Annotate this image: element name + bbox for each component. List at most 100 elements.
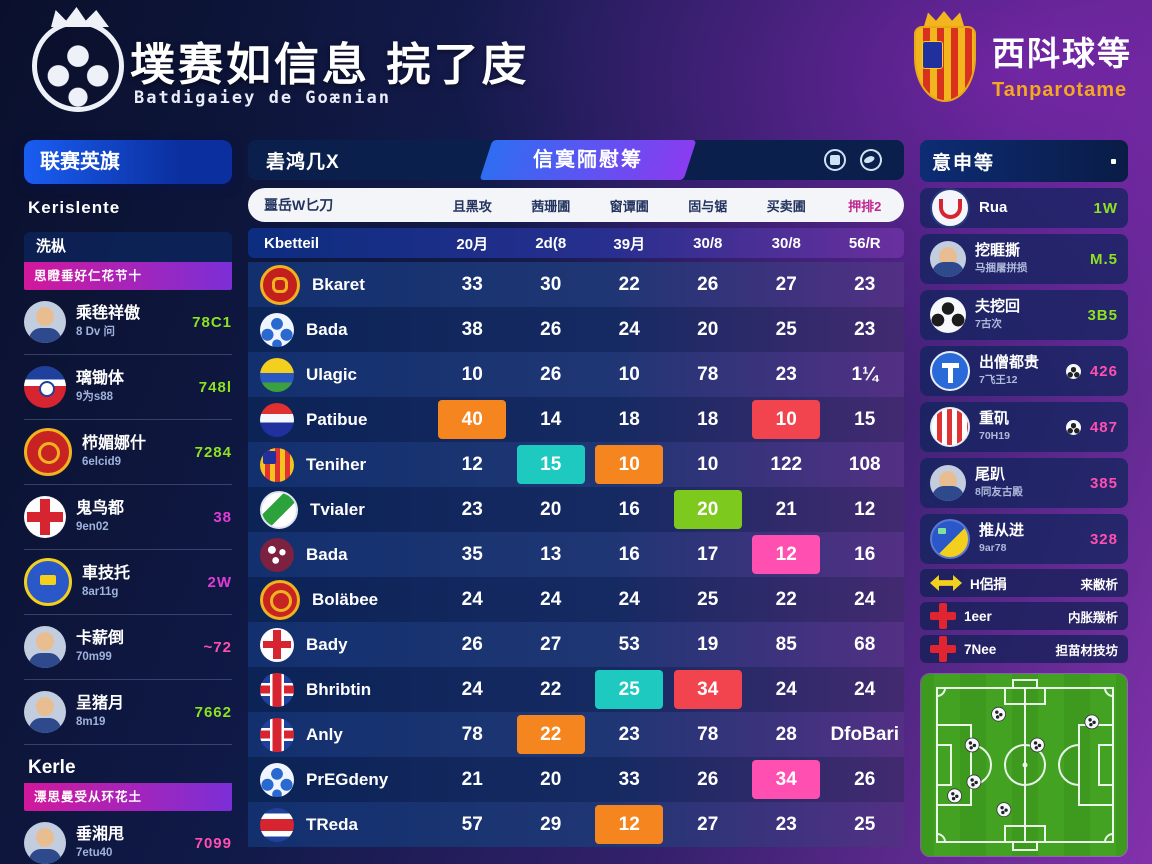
stat-cell: 19 xyxy=(697,633,719,655)
tab-stats[interactable]: 信寞陑慰筹 xyxy=(533,149,643,171)
stat-cell: 21 xyxy=(775,498,797,520)
ranking-row[interactable]: 尾趴 8同友古殿 385 xyxy=(920,458,1128,508)
table-row[interactable]: Ulagic 10 26 10 78 23 1¼ xyxy=(248,352,904,397)
left-sidebar-header[interactable]: 联赛英旗 xyxy=(24,140,232,184)
player-sub: 9为s88 xyxy=(76,391,114,404)
section-banner[interactable]: 漂思曼受从环花土 xyxy=(24,783,232,811)
team-name: Bady xyxy=(306,634,348,654)
player-row[interactable]: 卡薪倒 70m99 ~72 xyxy=(24,615,232,680)
column-header[interactable]: 且黑攻 xyxy=(452,198,492,214)
player-row[interactable]: 垂湘甩 7etu40 7099 xyxy=(24,811,232,864)
stat-cell: 1¼ xyxy=(851,363,878,385)
stat-cell: 38 xyxy=(461,318,483,340)
stat-cell: 20 xyxy=(669,490,748,529)
column-header[interactable]: 茜珊圃 xyxy=(531,198,571,214)
ranking-info: 尾趴 8同友古殿 xyxy=(975,467,1023,498)
crest-stripes-icon xyxy=(260,447,294,482)
subheader-value: 2d(8 xyxy=(535,234,567,252)
stat-cell: 23 xyxy=(775,363,797,385)
stat-cell: 17 xyxy=(697,543,719,565)
table-row[interactable]: Anly 78 22 23 78 28 DfoBari xyxy=(248,712,904,757)
subheader-value: 30/8 xyxy=(771,234,801,252)
ranking-row[interactable]: 重矶 70H19 487 xyxy=(920,402,1128,452)
player-name: 呈猪月 xyxy=(76,694,125,712)
highlight-cell: 12 xyxy=(752,535,821,574)
player-name: 卡薪倒 xyxy=(76,629,125,647)
right-sidebar-title: 意申等 xyxy=(932,152,996,174)
stat-cell: 24 xyxy=(618,318,640,340)
team-cell: Anly xyxy=(248,717,433,752)
table-row[interactable]: Bkaret 33 30 22 26 27 23 xyxy=(248,262,904,307)
ranking-info: 夫挖回 7古次 xyxy=(975,299,1020,330)
avatar-icon xyxy=(24,822,66,864)
stat-cell: 27 xyxy=(540,633,562,655)
stat-cell: 26 xyxy=(697,273,719,295)
table-row[interactable]: Bhribtin 24 22 25 34 24 24 xyxy=(248,667,904,712)
ranking-list: Rua 1W 挖睚撕 马捆屠拼损 M.5 夫挖回 7古次 3B5 出僧都贵 7飞王12 426 重矶 7… xyxy=(920,188,1128,564)
player-row[interactable]: 乘毪祥傲 8 Dv 问 78C1 xyxy=(24,290,232,355)
team-name: Boläbee xyxy=(312,589,379,609)
ball-green-icon xyxy=(260,490,298,529)
ranking-row[interactable]: 推从进 9ar78 328 xyxy=(920,514,1128,564)
ranking-sub: 9ar78 xyxy=(979,541,1007,554)
ball-icon[interactable] xyxy=(856,145,886,175)
stat-cell: 53 xyxy=(618,633,640,655)
link-row[interactable]: 1eer 内胀羰析 xyxy=(920,602,1128,630)
camera-icon[interactable] xyxy=(824,149,846,171)
double-arrow-icon xyxy=(930,575,962,591)
table-row[interactable]: Bada 38 26 24 20 25 23 xyxy=(248,307,904,352)
player-info: 呈猪月 8m19 xyxy=(76,695,124,730)
ranking-row[interactable]: 夫挖回 7古次 3B5 xyxy=(920,290,1128,340)
subheader-value: 20月 xyxy=(456,235,489,253)
table-row[interactable]: Patibue 40 14 18 18 10 15 xyxy=(248,397,904,442)
pitch-panel xyxy=(920,673,1128,857)
player-marker-icon xyxy=(947,788,962,804)
table-row[interactable]: TReda 57 29 12 27 23 25 xyxy=(248,802,904,847)
table-row[interactable]: Teniher 12 15 10 10 122 108 xyxy=(248,442,904,487)
tab-overview[interactable]: 砉鸿几X xyxy=(266,151,340,173)
stat-cell: 10 xyxy=(697,453,719,475)
stat-cell: 22 xyxy=(775,588,797,610)
column-header[interactable]: 买卖圃 xyxy=(766,198,806,214)
stat-cell: 24 xyxy=(618,588,640,610)
link-row[interactable]: 7Nee 担苗材技坊 xyxy=(920,635,1128,663)
link-list: H侶捐 来敝析 1eer 内胀羰析 7Nee 担苗材技坊 xyxy=(920,569,1128,663)
menu-dot-icon[interactable] xyxy=(1111,158,1116,164)
subheader-value: 56/R xyxy=(848,234,881,252)
column-header-active[interactable]: 押排2 xyxy=(848,198,882,214)
player-row[interactable]: 璃锄体 9为s88 748l xyxy=(24,355,232,420)
section-banner[interactable]: 思瞪垂好仁花节十 xyxy=(24,262,232,290)
column-header[interactable]: 窗谭圃 xyxy=(609,198,649,214)
stat-cell: 25 xyxy=(775,318,797,340)
table-row[interactable]: Boläbee 24 24 24 25 22 24 xyxy=(248,577,904,622)
link-label: 7Nee xyxy=(964,641,997,657)
stat-cell: 21 xyxy=(461,768,483,790)
team-cell: Ulagic xyxy=(248,357,433,392)
highlight-cell: 15 xyxy=(516,445,585,484)
round-yb-icon xyxy=(260,357,294,392)
player-row[interactable]: 呈猪月 8m19 7662 xyxy=(24,680,232,745)
ranking-row[interactable]: 挖睚撕 马捆屠拼损 M.5 xyxy=(920,234,1128,284)
ranking-sub: 马捆屠拼损 xyxy=(975,261,1028,274)
player-row[interactable]: 車技托 8ar11g 2W xyxy=(24,550,232,615)
table-row[interactable]: PrEGdeny 21 20 33 26 34 26 xyxy=(248,757,904,802)
table-row[interactable]: Tvialer 23 20 16 20 21 12 xyxy=(248,487,904,532)
ranking-info: 重矶 70H19 xyxy=(979,411,1010,442)
ranking-row[interactable]: 出僧都贵 7飞王12 426 xyxy=(920,346,1128,396)
table-row[interactable]: Bady 26 27 53 19 85 68 xyxy=(248,622,904,667)
ball-uj-icon xyxy=(260,717,294,752)
column-header[interactable]: 固与锯 xyxy=(688,198,728,214)
tab-icon-group xyxy=(824,140,886,180)
crest-u-icon xyxy=(930,188,970,228)
player-row[interactable]: 鬼鸟都 9en02 38 xyxy=(24,485,232,550)
player-row[interactable]: 栉媚娜什 6elcid9 7284 xyxy=(24,420,232,485)
right-sidebar-header[interactable]: 意申等 xyxy=(920,140,1128,182)
mini-ball-icon xyxy=(1065,419,1081,435)
link-row[interactable]: H侶捐 来敝析 xyxy=(920,569,1128,597)
player-marker-icon xyxy=(1029,737,1045,753)
player-sub: 9en02 xyxy=(76,521,109,534)
team-crest-icon xyxy=(914,26,976,102)
team-cell: Patibue xyxy=(248,402,433,437)
ranking-row[interactable]: Rua 1W xyxy=(920,188,1128,228)
table-row[interactable]: Bada 35 13 16 17 12 16 xyxy=(248,532,904,577)
